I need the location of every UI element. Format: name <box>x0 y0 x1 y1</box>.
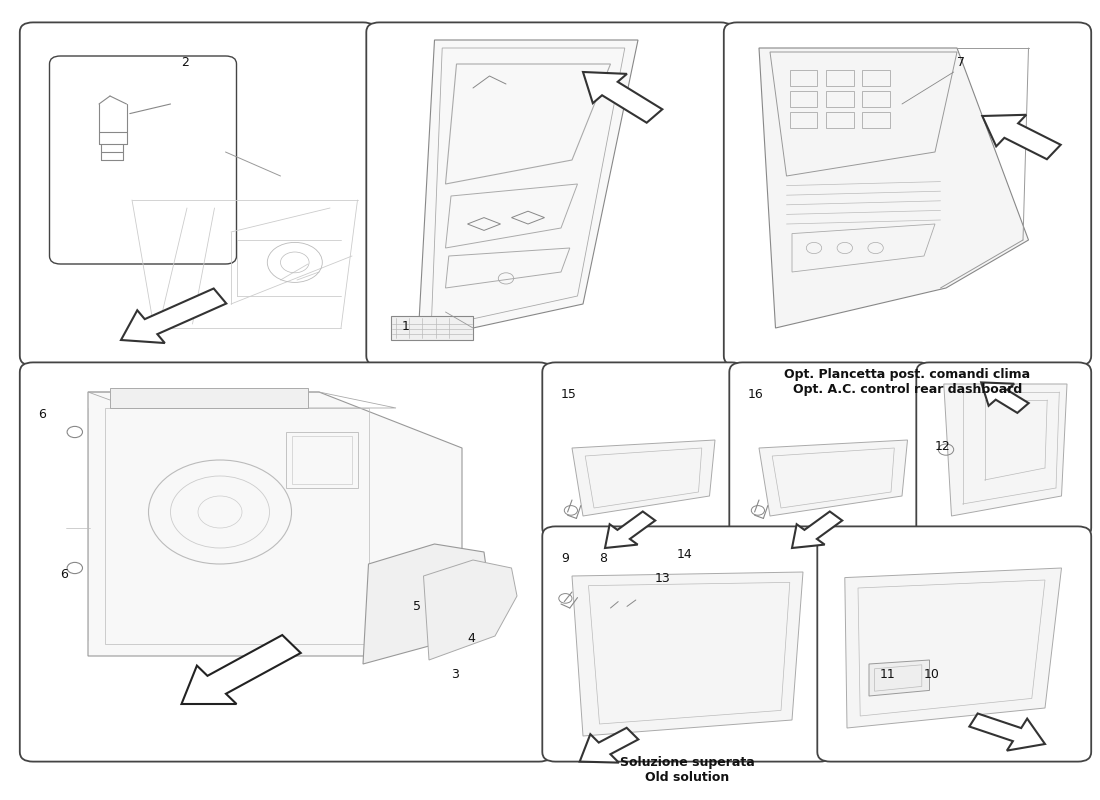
Text: 10: 10 <box>924 668 939 681</box>
Text: 3: 3 <box>451 668 459 681</box>
FancyBboxPatch shape <box>817 526 1091 762</box>
Text: 7: 7 <box>957 56 965 69</box>
Text: 5: 5 <box>412 600 420 613</box>
Polygon shape <box>605 511 656 548</box>
Text: eurospares: eurospares <box>836 566 968 586</box>
Text: 9: 9 <box>561 552 569 565</box>
FancyBboxPatch shape <box>542 526 833 762</box>
Text: 11: 11 <box>880 668 895 681</box>
Text: 1: 1 <box>402 320 409 333</box>
Polygon shape <box>424 560 517 660</box>
Text: eurospares: eurospares <box>836 194 968 214</box>
FancyBboxPatch shape <box>366 22 734 366</box>
Text: 6: 6 <box>60 568 68 581</box>
FancyBboxPatch shape <box>542 362 745 538</box>
FancyBboxPatch shape <box>729 362 932 538</box>
Text: eurospares: eurospares <box>121 566 253 586</box>
Text: eurospares: eurospares <box>484 194 616 214</box>
Text: eurospares: eurospares <box>484 566 616 586</box>
Text: 13: 13 <box>654 572 670 585</box>
FancyBboxPatch shape <box>724 22 1091 366</box>
Polygon shape <box>88 392 462 656</box>
FancyBboxPatch shape <box>50 56 236 264</box>
Polygon shape <box>572 572 803 736</box>
Text: 14: 14 <box>676 548 692 561</box>
Polygon shape <box>572 440 715 516</box>
Text: 8: 8 <box>600 552 607 565</box>
Polygon shape <box>583 72 662 122</box>
Polygon shape <box>759 440 907 516</box>
Polygon shape <box>845 568 1062 728</box>
Polygon shape <box>121 289 227 343</box>
Polygon shape <box>982 114 1060 159</box>
FancyBboxPatch shape <box>20 22 376 366</box>
Polygon shape <box>110 388 308 408</box>
Polygon shape <box>869 660 929 696</box>
Text: Soluzione superata
Old solution: Soluzione superata Old solution <box>620 756 755 784</box>
Text: eurospares: eurospares <box>121 194 253 214</box>
FancyBboxPatch shape <box>20 362 552 762</box>
Text: 6: 6 <box>39 408 46 421</box>
Text: 4: 4 <box>468 632 475 645</box>
Polygon shape <box>390 316 473 340</box>
Polygon shape <box>580 728 638 762</box>
Polygon shape <box>792 511 843 548</box>
Polygon shape <box>418 40 638 340</box>
Polygon shape <box>182 635 300 704</box>
FancyBboxPatch shape <box>916 362 1091 538</box>
Polygon shape <box>981 382 1028 413</box>
Text: 12: 12 <box>935 440 950 453</box>
Polygon shape <box>969 714 1045 750</box>
Polygon shape <box>363 544 490 664</box>
Text: 16: 16 <box>748 388 763 401</box>
Polygon shape <box>759 48 1028 328</box>
Text: Opt. Plancetta post. comandi clima
Opt. A.C. control rear dashboard: Opt. Plancetta post. comandi clima Opt. … <box>784 368 1031 396</box>
Text: 2: 2 <box>182 56 189 69</box>
Text: 15: 15 <box>561 388 576 401</box>
Polygon shape <box>944 384 1067 516</box>
